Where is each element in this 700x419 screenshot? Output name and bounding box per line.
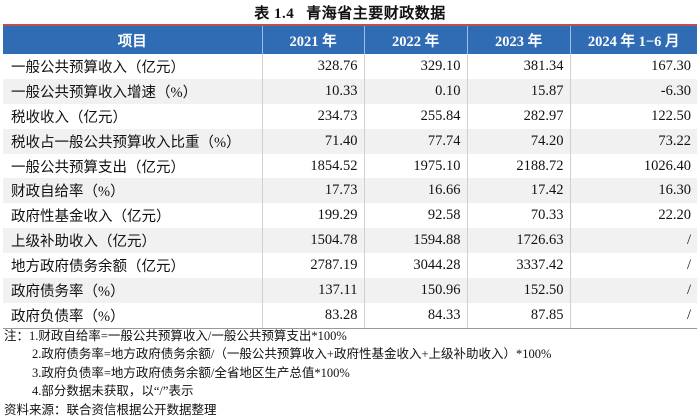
column-header: 2022 年	[363, 24, 467, 54]
cell-value: 150.96	[363, 278, 467, 303]
notes: 注：1.财政自给率=一般公共预算收入/一般公共预算支出*100% 2.政府债务率…	[4, 327, 551, 419]
cell-value: 3044.28	[363, 253, 467, 279]
note-4: 4.部分数据未获取，以“/”表示	[32, 384, 194, 399]
cell-value: 77.74	[363, 128, 467, 154]
row-label: 上级补助收入（亿元）	[3, 228, 262, 254]
cell-value: 167.30	[569, 54, 697, 79]
column-header: 2023 年	[466, 24, 570, 54]
cell-value: 17.42	[466, 178, 570, 204]
table-caption: 青海省主要财政数据	[306, 6, 446, 22]
cell-value: /	[569, 228, 697, 254]
cell-value: /	[569, 253, 697, 279]
cell-value: 234.73	[261, 103, 364, 129]
row-label: 地方政府债务余额（亿元）	[11, 259, 185, 276]
cell-value: 1504.78	[261, 228, 364, 254]
cell-value: 1726.63	[466, 228, 570, 254]
cell-value: 122.50	[569, 103, 697, 129]
cell-value: 282.97	[466, 103, 570, 129]
cell-value: 92.58	[363, 203, 467, 229]
cell-value: 2787.19	[261, 253, 364, 279]
cell-value: 199.29	[261, 203, 364, 229]
fiscal-data-table: 项目 2021 年 2022 年 2023 年 2024 年 1−6 月 一般公共预算收…	[3, 24, 697, 329]
table-row: 一般公共预算收入增速（%） 10.33 0.10 15.87 -6.30	[3, 78, 697, 104]
note-1: 注：1.财政自给率=一般公共预算收入/一般公共预算支出*100%	[4, 329, 347, 343]
cell-value: 71.40	[261, 128, 364, 154]
table-row: 税收收入（亿元） 234.73 255.84 282.97 122.50	[3, 103, 697, 129]
row-label: 一般公共预算支出（亿元）	[11, 159, 185, 176]
cell-value: 1594.88	[363, 228, 467, 254]
note-2: 2.政府债务率=地方政府债务余额/（一般公共预算收入+政府性基金收入+上级补助收…	[32, 347, 552, 362]
cell-value: 15.87	[466, 78, 570, 104]
table-title: 表 1.4 青海省主要财政数据	[0, 2, 700, 23]
cell-value: 73.22	[569, 128, 697, 154]
cell-value: 3337.42	[466, 253, 570, 279]
row-label: 一般公共预算收入（亿元）	[11, 59, 185, 76]
cell-value: /	[569, 302, 697, 329]
column-header: 2021 年	[261, 24, 364, 54]
cell-value: 2188.72	[466, 153, 570, 179]
table-row: 政府债务率（%） 137.11 150.96 152.50/	[3, 278, 697, 303]
table-row: 地方政府债务余额（亿元） 2787.19 3044.28 3337.42/	[3, 253, 697, 279]
column-header: 2024 年 1−6 月	[569, 24, 697, 54]
row-label: 税收收入（亿元）	[11, 109, 127, 126]
table-row: 一般公共预算收入（亿元） 328.76 329.10 381.34 167.30	[3, 54, 697, 79]
table-row: 政府负债率（%） 83.28 84.33 87.85/	[3, 302, 697, 329]
source-note: 资料来源：联合资信根据公开数据整理	[4, 402, 217, 417]
note-3: 3.政府负债率=地方政府债务余额/全省地区生产总值*100%	[32, 365, 350, 380]
cell-value: 152.50	[466, 278, 570, 303]
row-label: 财政自给率（%）	[3, 178, 262, 204]
table-row: 税收占一般公共预算收入比重（%） 71.40 77.74 74.20 73.22	[3, 128, 697, 154]
cell-value: 17.73	[261, 178, 364, 204]
cell-value: 255.84	[363, 103, 467, 129]
cell-value: 16.66	[363, 178, 467, 204]
table-row: 财政自给率（%） 17.73 16.66 17.42 16.30	[3, 178, 697, 204]
cell-value: 22.20	[569, 203, 697, 229]
column-header: 项目	[3, 24, 262, 54]
row-label: 一般公共预算收入增速（%）	[3, 78, 262, 104]
cell-value: 87.85	[466, 302, 570, 329]
cell-value: 74.20	[466, 128, 570, 154]
table-row: 一般公共预算支出（亿元） 1854.52 1975.10 2188.72 1026.40	[3, 153, 697, 179]
cell-value: 70.33	[466, 203, 570, 229]
header-row: 项目 2021 年 2022 年 2023 年 2024 年 1−6 月	[3, 24, 697, 54]
row-label: 政府债务率（%）	[3, 278, 262, 303]
table-row: 上级补助收入（亿元） 1504.78 1594.88 1726.63/	[3, 228, 697, 254]
cell-value: 83.28	[261, 302, 364, 329]
cell-value: 328.76	[261, 54, 364, 79]
row-label: 政府性基金收入（亿元）	[11, 209, 171, 226]
cell-value: 84.33	[363, 302, 467, 329]
table-number: 表 1.4	[254, 6, 295, 22]
cell-value: 1854.52	[261, 153, 364, 179]
cell-value: -6.30	[569, 78, 697, 104]
cell-value: 137.11	[261, 278, 364, 303]
cell-value: 10.33	[261, 78, 364, 104]
row-label: 税收占一般公共预算收入比重（%）	[3, 128, 262, 154]
row-label: 政府负债率（%）	[3, 302, 262, 329]
cell-value: 381.34	[466, 54, 570, 79]
cell-value: 329.10	[363, 54, 467, 79]
cell-value: 0.10	[363, 78, 467, 104]
cell-value: /	[569, 278, 697, 303]
table-row: 政府性基金收入（亿元） 199.29 92.58 70.33 22.20	[3, 203, 697, 229]
cell-value: 16.30	[569, 178, 697, 204]
cell-value: 1975.10	[363, 153, 467, 179]
cell-value: 1026.40	[569, 153, 697, 179]
